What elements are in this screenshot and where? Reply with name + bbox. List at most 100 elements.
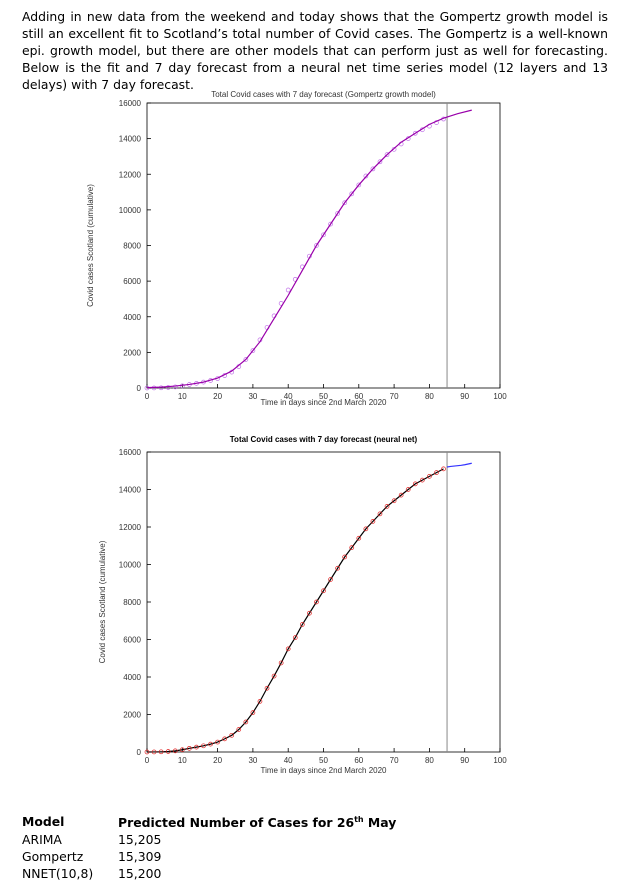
cell: 15,309 [118, 849, 162, 865]
header-text: Predicted Number of Cases for 26 [118, 815, 355, 831]
data-point [398, 492, 404, 498]
data-point [299, 622, 305, 627]
data-point [427, 474, 432, 479]
x-tick-label: 50 [319, 392, 328, 401]
data-point [165, 385, 171, 390]
data-point [441, 466, 446, 472]
data-point [328, 221, 333, 227]
data-point [144, 749, 150, 755]
x-tick-label: 20 [213, 392, 222, 401]
data-point [377, 159, 383, 165]
chart: Total Covid cases with 7 day forecast (G… [86, 90, 507, 407]
data-point [172, 384, 178, 390]
data-point [349, 191, 355, 197]
x-tick-label: 70 [390, 756, 399, 765]
data-point [201, 743, 206, 749]
y-tick-label: 14000 [119, 135, 142, 144]
y-tick-label: 6000 [123, 636, 141, 645]
data-point [321, 588, 326, 594]
data-point [187, 745, 192, 751]
data-point [384, 504, 390, 509]
header-cell: Model [22, 813, 65, 829]
data-point [165, 749, 171, 754]
data-point [179, 747, 185, 753]
data-point [363, 173, 369, 179]
data-point [264, 685, 270, 691]
chart-title: Total Covid cases with 7 day forecast (n… [230, 435, 418, 444]
cell: ARIMA [22, 832, 62, 848]
data-point [434, 470, 439, 475]
x-axis-label: Time in days since 2nd March 2020 [261, 766, 388, 775]
cell: Gompertz [22, 849, 84, 865]
plot-frame [146, 102, 501, 389]
data-point [349, 545, 355, 550]
x-tick-label: 80 [425, 392, 434, 401]
y-tick-label: 16000 [119, 448, 142, 457]
data-point [250, 710, 256, 715]
x-tick-label: 30 [248, 756, 257, 765]
cell: 15,200 [118, 866, 162, 882]
data-point [363, 526, 369, 532]
y-tick-label: 8000 [123, 242, 141, 251]
cell: 15,205 [118, 832, 162, 848]
x-tick-label: 80 [425, 756, 434, 765]
data-point [314, 243, 319, 248]
x-tick-label: 100 [493, 392, 507, 401]
x-tick-label: 0 [145, 392, 150, 401]
y-tick-label: 16000 [119, 99, 142, 108]
data-point [328, 577, 333, 582]
data-point [342, 554, 348, 560]
x-tick-label: 20 [213, 756, 222, 765]
data-point [208, 741, 213, 747]
y-tick-label: 2000 [123, 348, 141, 357]
data-point [194, 744, 199, 750]
data-point [236, 727, 242, 732]
data-point [405, 487, 411, 492]
y-axis-label: Covid cases Scotland (cumulative) [86, 184, 95, 307]
data-point [271, 673, 277, 679]
y-tick-label: 0 [137, 748, 142, 757]
data-point [257, 699, 263, 704]
data-point [335, 565, 340, 571]
x-axis-label: Time in days since 2nd March 2020 [261, 398, 388, 407]
data-point [314, 599, 319, 605]
data-point [151, 749, 157, 755]
table-row: Gompertz 15,309 [22, 849, 396, 866]
y-tick-label: 8000 [123, 598, 141, 607]
y-tick-label: 2000 [123, 711, 141, 720]
x-tick-label: 10 [178, 392, 187, 401]
plot-frame [146, 451, 501, 753]
x-tick-label: 40 [284, 756, 293, 765]
y-tick-label: 6000 [123, 277, 141, 286]
x-tick-label: 0 [145, 756, 150, 765]
series-line [146, 109, 472, 389]
data-point [412, 481, 418, 487]
data-point [321, 232, 326, 238]
table: Model Predicted Number of Cases for 26th… [22, 812, 396, 883]
x-tick-label: 10 [178, 756, 187, 765]
paragraph: Adding in new data from the weekend and … [22, 9, 608, 92]
data-point [285, 287, 291, 293]
data-point [384, 152, 390, 158]
data-point [250, 348, 256, 353]
data-point [356, 182, 362, 188]
data-point [229, 732, 235, 738]
x-tick-label: 60 [354, 392, 363, 401]
header-text: May [363, 815, 397, 831]
y-tick-label: 12000 [119, 523, 142, 532]
x-tick-label: 90 [460, 392, 469, 401]
header-cell: Predicted Number of Cases for 26th May [118, 812, 396, 832]
data-point [307, 610, 312, 616]
y-tick-label: 12000 [119, 170, 142, 179]
data-point [285, 646, 291, 652]
x-tick-label: 30 [248, 392, 257, 401]
chart: Total Covid cases with 7 day forecast (n… [98, 435, 507, 775]
y-tick-label: 10000 [119, 561, 142, 570]
data-point [342, 200, 348, 206]
data-point [391, 146, 397, 152]
x-tick-label: 60 [354, 756, 363, 765]
chart-title: Total Covid cases with 7 day forecast (G… [211, 90, 436, 99]
data-point [222, 736, 228, 742]
y-tick-label: 14000 [119, 486, 142, 495]
